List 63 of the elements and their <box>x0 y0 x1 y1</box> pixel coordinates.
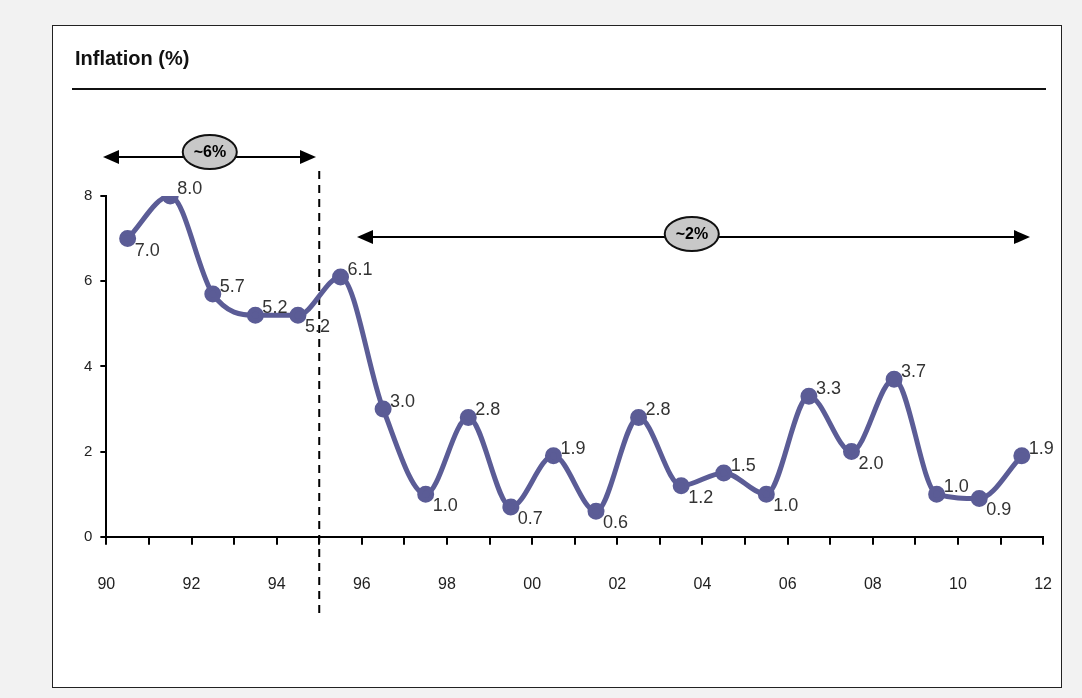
data-label: 1.9 <box>560 437 586 458</box>
data-label: 2.0 <box>858 452 884 473</box>
point <box>246 306 264 324</box>
data-label: 0.6 <box>603 512 629 533</box>
y-tick-label: 0 <box>84 526 93 544</box>
data-label: 2.8 <box>645 399 671 420</box>
data-label: 0.7 <box>517 507 543 528</box>
point <box>885 370 903 388</box>
point <box>119 230 137 248</box>
data-label: 8.0 <box>177 177 203 198</box>
chart-title: Inflation (%) <box>75 47 190 70</box>
data-label: 7.0 <box>134 239 160 260</box>
point <box>374 400 392 418</box>
point <box>928 485 946 503</box>
data-label: 5.7 <box>219 275 245 296</box>
data-label: 1.0 <box>943 476 969 497</box>
x-tick-label: 02 <box>608 574 627 592</box>
annotation: ~2% <box>663 216 721 252</box>
x-tick-label: 04 <box>693 574 712 592</box>
x-tick-label: 90 <box>97 574 116 592</box>
y-tick-label: 2 <box>84 441 93 459</box>
data-label: 1.0 <box>432 495 458 516</box>
data-label: 0.9 <box>986 499 1012 520</box>
point <box>417 485 435 503</box>
point <box>800 387 818 405</box>
x-tick-label: 92 <box>182 574 201 592</box>
point <box>502 498 520 516</box>
data-label: 1.0 <box>773 495 799 516</box>
text: ~6% <box>181 134 239 170</box>
point <box>970 489 988 507</box>
point <box>672 477 690 495</box>
data-label: 1.2 <box>688 486 714 507</box>
point <box>715 464 733 482</box>
y-tick-label: 6 <box>84 271 93 289</box>
data-label: 3.0 <box>390 390 416 411</box>
x-tick-label: 12 <box>1034 574 1053 592</box>
point <box>289 306 307 324</box>
data-label: 1.5 <box>730 454 756 475</box>
data-label: 5.2 <box>262 297 288 318</box>
point <box>204 285 222 303</box>
point <box>1013 447 1031 465</box>
x-tick-label: 00 <box>523 574 542 592</box>
data-label: 6.1 <box>347 258 373 279</box>
y-tick-label: 4 <box>84 356 93 374</box>
x-tick-label: 94 <box>267 574 286 592</box>
data-label: 1.9 <box>1028 437 1054 458</box>
data-label: 3.3 <box>815 378 841 399</box>
point <box>757 485 775 503</box>
x-tick-label: 10 <box>949 574 967 592</box>
point <box>842 443 860 461</box>
x-tick-label: 98 <box>438 574 456 592</box>
point <box>544 447 562 465</box>
data-label: 5.2 <box>304 316 330 337</box>
y-tick-label: 8 <box>84 186 93 204</box>
point <box>459 409 477 427</box>
data-label: 3.7 <box>901 361 927 382</box>
point <box>332 268 350 286</box>
x-tick-label: 96 <box>352 574 371 592</box>
x-tick-label: 08 <box>863 574 882 592</box>
point <box>587 502 605 520</box>
data-label: 2.8 <box>475 399 501 420</box>
point <box>630 409 648 427</box>
x-tick-label: 06 <box>778 574 797 592</box>
